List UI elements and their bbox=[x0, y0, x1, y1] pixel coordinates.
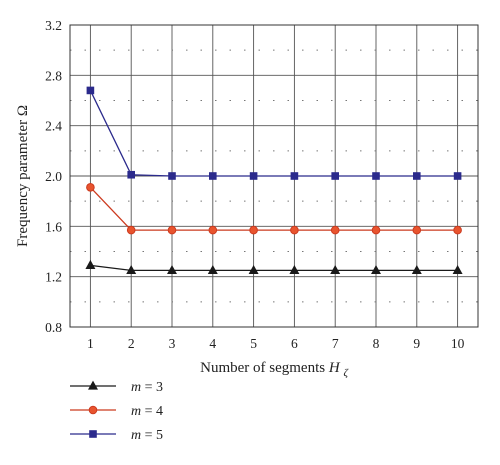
legend-item-2: m = 4 bbox=[70, 404, 163, 419]
plot-frame bbox=[69, 24, 479, 328]
data-point-1-9 bbox=[411, 264, 422, 274]
x-tick-label: 9 bbox=[413, 336, 420, 351]
x-tick-label: 1 bbox=[87, 336, 94, 351]
x-axis-title-subscript: ζ bbox=[343, 367, 349, 379]
data-point-2-5 bbox=[249, 225, 258, 235]
y-tick-label: 0.8 bbox=[45, 320, 62, 335]
legend-label: m = 4 bbox=[131, 404, 163, 419]
y-tick-label: 1.6 bbox=[45, 219, 62, 234]
data-point-3-5 bbox=[249, 172, 258, 180]
data-point-3-7 bbox=[331, 172, 339, 180]
data-point-3-6 bbox=[290, 172, 299, 180]
data-point-2-9 bbox=[412, 225, 422, 235]
data-point-1-3 bbox=[167, 264, 177, 274]
series-2 bbox=[86, 183, 462, 235]
data-point-3-10 bbox=[453, 172, 462, 180]
legend-swatch-marker bbox=[88, 380, 98, 390]
data-point-1-6 bbox=[289, 264, 300, 274]
x-tick-label: 8 bbox=[373, 336, 380, 351]
x-axis-title: Number of segments H ζ bbox=[200, 360, 349, 379]
data-point-1-10 bbox=[452, 264, 463, 274]
data-point-2-8 bbox=[371, 225, 381, 235]
y-tick-label: 3.2 bbox=[45, 18, 62, 33]
data-point-3-3 bbox=[168, 172, 176, 180]
series-line-1 bbox=[90, 264, 458, 272]
x-tick-label: 3 bbox=[169, 336, 176, 351]
y-tick-label: 1.2 bbox=[45, 270, 62, 285]
data-point-1-5 bbox=[248, 264, 259, 274]
data-point-1-1 bbox=[85, 259, 96, 269]
data-point-3-1 bbox=[86, 86, 95, 95]
x-tick-labels: 1 2 3 4 5 6 7 8 9 10 bbox=[87, 336, 465, 351]
legend-item-1: m = 3 bbox=[70, 380, 163, 395]
x-tick-label: 6 bbox=[291, 336, 298, 351]
data-point-2-4 bbox=[208, 225, 218, 235]
x-tick-label: 10 bbox=[451, 336, 465, 351]
data-point-2-7 bbox=[330, 225, 340, 235]
data-point-2-6 bbox=[290, 225, 299, 235]
data-point-1-7 bbox=[330, 264, 341, 274]
data-point-3-8 bbox=[372, 172, 380, 180]
x-tick-label: 2 bbox=[128, 336, 135, 351]
data-point-2-3 bbox=[167, 225, 177, 235]
legend-swatch-marker bbox=[89, 430, 97, 438]
data-point-2-1 bbox=[86, 183, 95, 192]
data-point-3-4 bbox=[208, 172, 217, 180]
data-point-1-4 bbox=[207, 264, 218, 274]
legend-label: m = 3 bbox=[131, 380, 163, 395]
legend: m = 3 m = 4 m = 5 bbox=[70, 380, 163, 443]
y-tick-label: 2.4 bbox=[45, 119, 62, 134]
data-point-1-8 bbox=[371, 264, 381, 274]
legend-swatch-marker bbox=[88, 405, 98, 415]
data-point-3-2 bbox=[127, 170, 136, 179]
x-tick-label: 4 bbox=[209, 336, 216, 351]
data-point-2-2 bbox=[126, 225, 136, 235]
series-line-2 bbox=[89, 186, 458, 231]
legend-label: m = 5 bbox=[131, 428, 163, 443]
y-tick-label: 2.8 bbox=[45, 68, 62, 83]
y-tick-label: 2.0 bbox=[45, 169, 62, 184]
series-line-3 bbox=[89, 90, 458, 177]
series-layer bbox=[85, 86, 463, 274]
series-3 bbox=[86, 86, 462, 180]
y-tick-labels: 0.8 1.2 1.6 2.0 2.4 2.8 3.2 bbox=[45, 18, 62, 335]
data-point-3-9 bbox=[412, 172, 421, 180]
x-tick-label: 7 bbox=[332, 336, 339, 351]
legend-item-3: m = 5 bbox=[70, 428, 163, 443]
x-tick-label: 5 bbox=[250, 336, 257, 351]
x-axis-title-symbol: H bbox=[328, 360, 341, 376]
series-1 bbox=[85, 259, 463, 274]
data-point-2-10 bbox=[453, 225, 462, 235]
y-axis-title: Frequency parameter Ω bbox=[15, 105, 31, 247]
data-point-1-2 bbox=[126, 264, 137, 274]
x-axis-title-text: Number of segments bbox=[200, 360, 325, 376]
